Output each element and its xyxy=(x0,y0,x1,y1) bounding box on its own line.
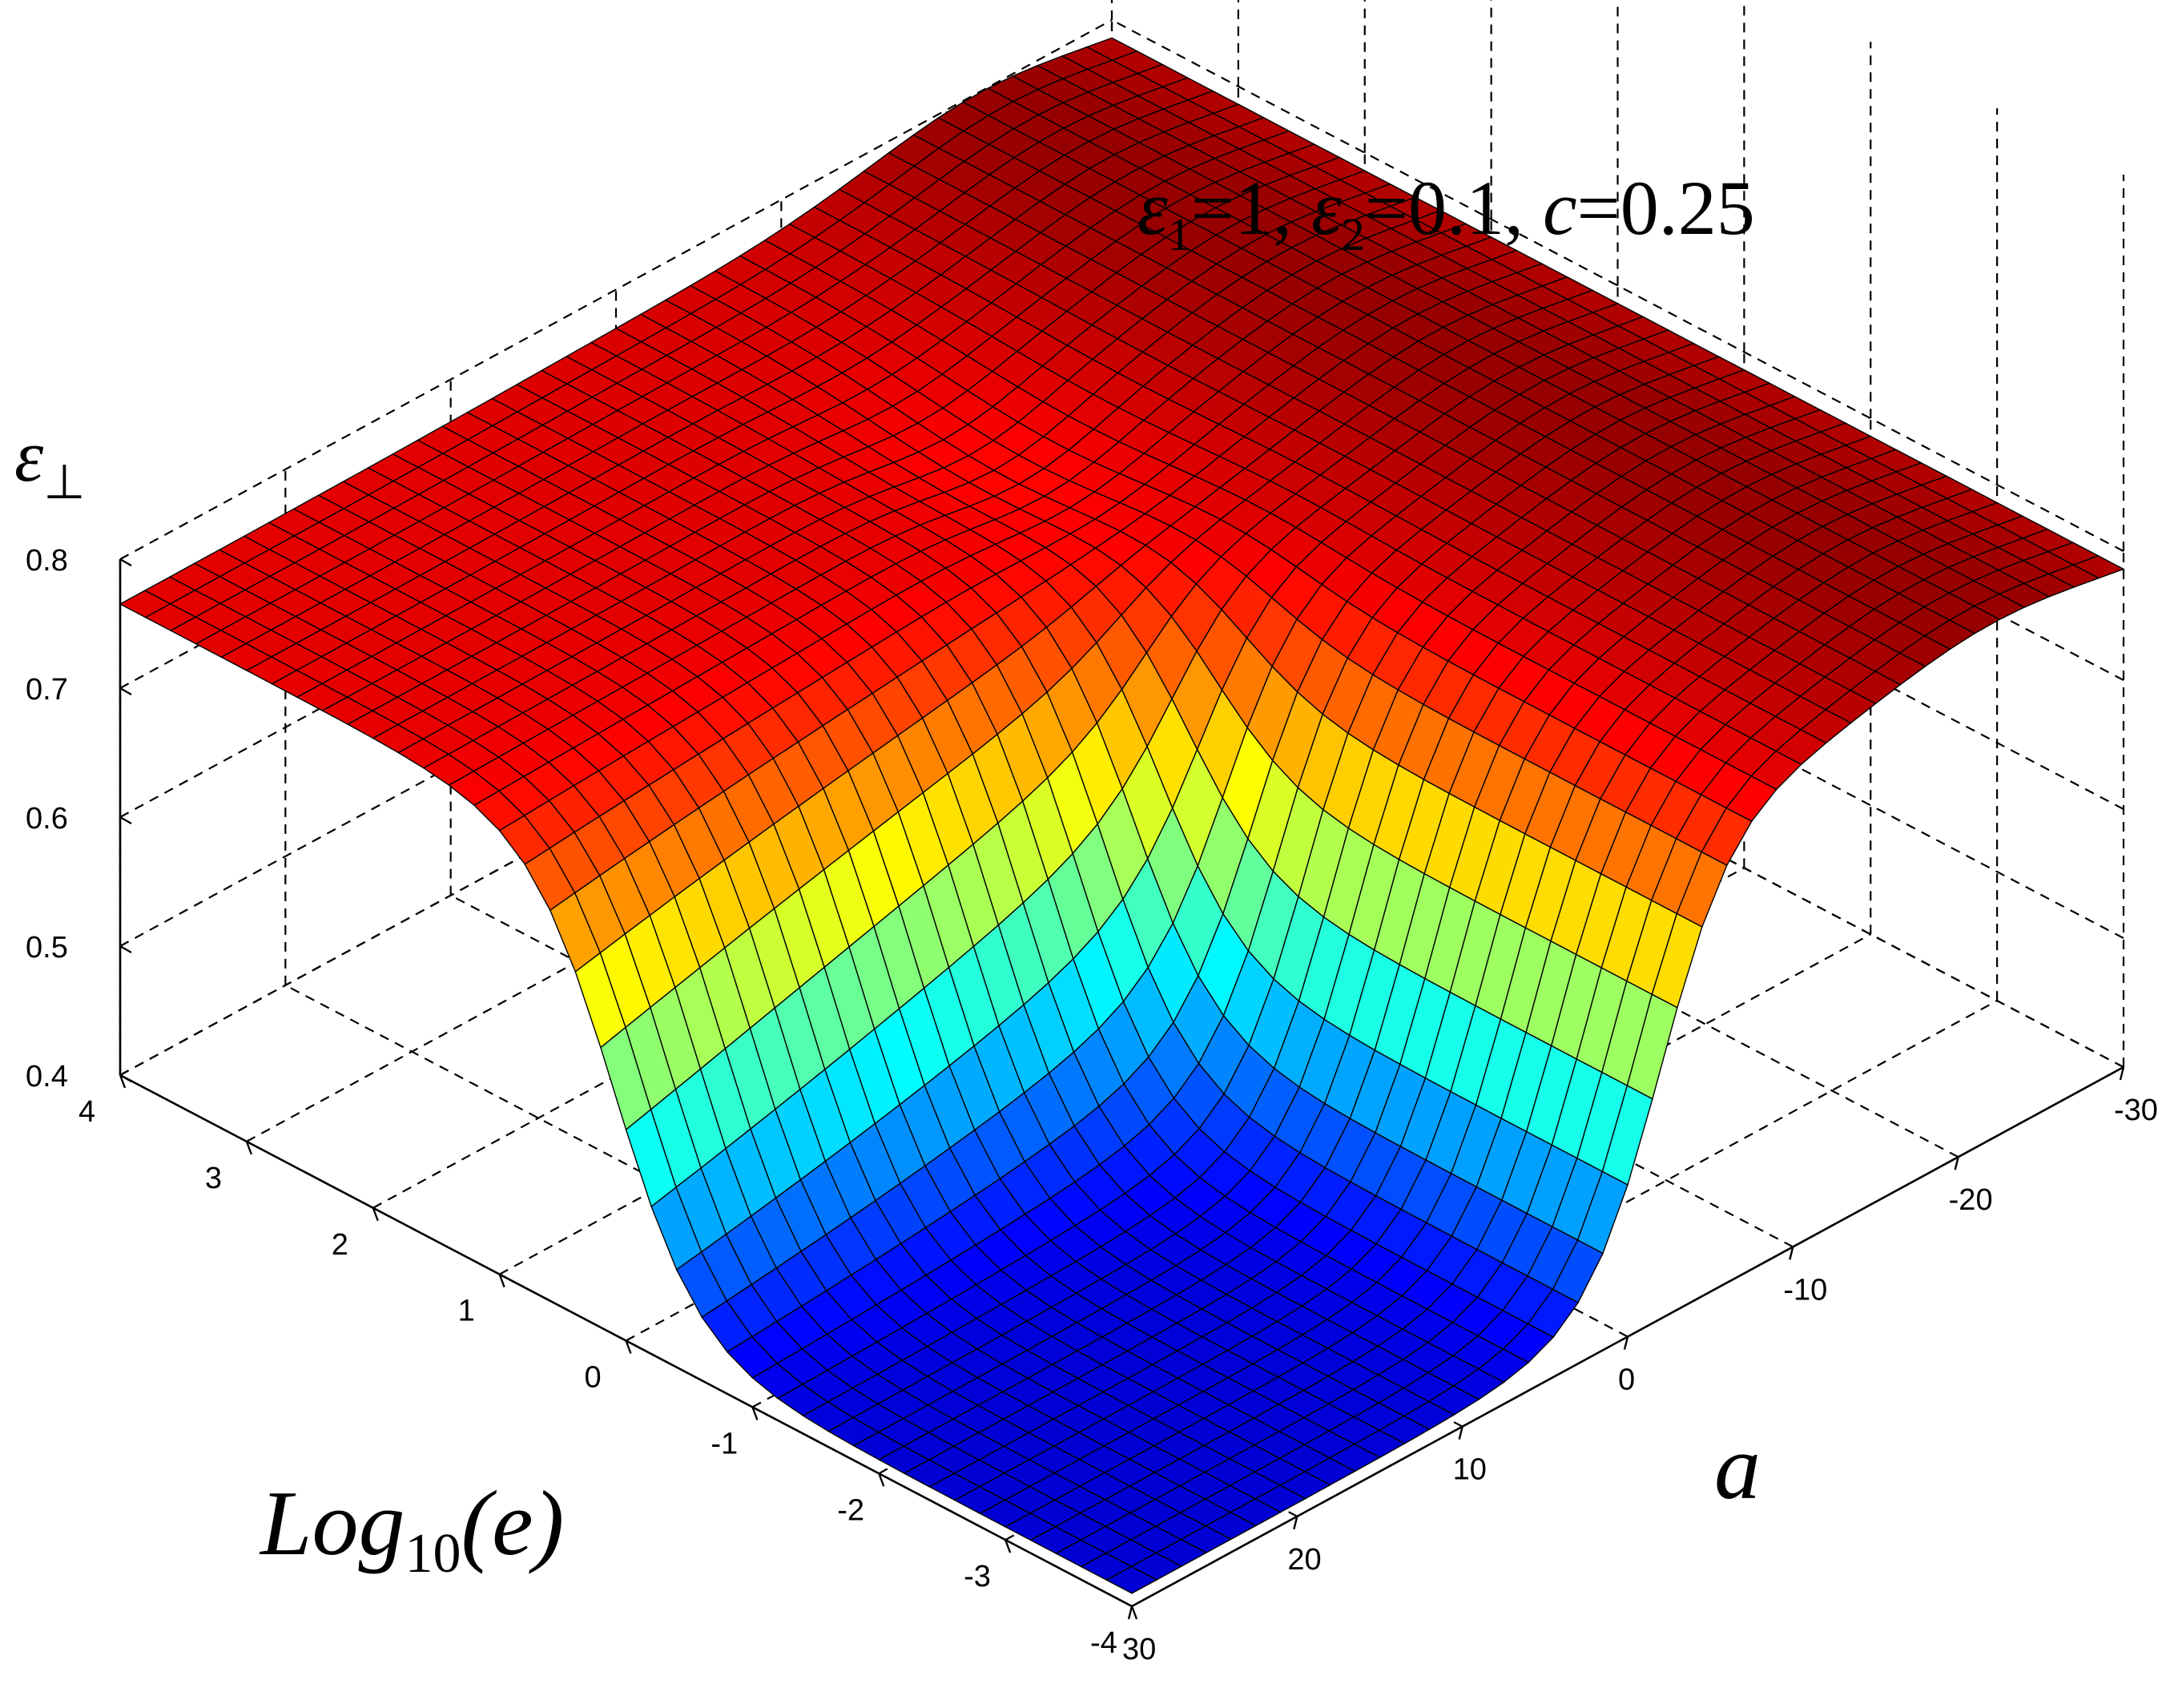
x-axis-label: Log10(e) xyxy=(259,1472,564,1585)
surface-patch xyxy=(1105,1565,1158,1594)
y-tick-mark xyxy=(1954,1156,1959,1170)
z-tick-label: 0.8 xyxy=(26,544,68,578)
x-tick-mark xyxy=(119,1074,127,1089)
z-tick-label: 0.4 xyxy=(26,1060,68,1094)
x-tick-label: -1 xyxy=(711,1427,738,1460)
z-tick-mark xyxy=(119,687,132,696)
z-tick-mark xyxy=(119,945,132,954)
wall-grid-line xyxy=(119,19,1113,560)
x-tick-mark xyxy=(1004,1539,1012,1553)
z-tick-mark xyxy=(119,558,132,567)
x-tick-label: -3 xyxy=(964,1560,991,1593)
x-tick-mark xyxy=(1130,1605,1138,1620)
wall-grid-line xyxy=(1111,277,2124,810)
wall-grid-line xyxy=(1111,406,2124,939)
x-tick-mark xyxy=(625,1340,632,1354)
x-tick-label: -2 xyxy=(837,1493,864,1527)
x-tick-mark xyxy=(498,1274,505,1288)
x-tick-label: 1 xyxy=(458,1295,475,1328)
y-tick-label: -30 xyxy=(2114,1094,2158,1127)
y-tick-mark xyxy=(1293,1516,1298,1530)
y-axis-label: a xyxy=(1714,1416,1761,1519)
x-tick-mark xyxy=(372,1207,379,1222)
x-tick-mark xyxy=(751,1406,759,1420)
y-tick-label: 20 xyxy=(1287,1543,1321,1577)
x-tick-mark xyxy=(878,1472,885,1487)
x-tick-label: -4 xyxy=(1090,1626,1117,1660)
y-tick-label: -20 xyxy=(1949,1183,1993,1217)
wall-grid-line xyxy=(1111,535,2124,1068)
z-tick-mark xyxy=(119,1074,132,1083)
y-tick-mark xyxy=(1789,1247,1794,1260)
y-tick-mark xyxy=(1458,1426,1463,1440)
wall-grid-line xyxy=(1111,19,2124,552)
y-tick-label: 10 xyxy=(1453,1453,1487,1487)
x-tick-label: 2 xyxy=(332,1228,348,1262)
y-tick-label: 0 xyxy=(1618,1364,1635,1397)
floor-grid-line xyxy=(946,625,1959,1158)
surface-mesh xyxy=(119,37,2125,1594)
y-tick-mark xyxy=(1623,1336,1629,1350)
y-tick-mark xyxy=(2119,1066,2125,1081)
z-tick-label: 0.5 xyxy=(26,931,68,965)
z-tick-mark xyxy=(119,816,132,825)
y-tick-label: 30 xyxy=(1122,1633,1156,1666)
chart-title: ε1=1, ε2=0.1, c=0.25 xyxy=(1137,165,1755,260)
y-tick-label: -10 xyxy=(1783,1273,1827,1307)
z-tick-label: 0.7 xyxy=(26,673,68,707)
z-axis-label: ε⊥ xyxy=(14,415,86,509)
z-tick-label: 0.6 xyxy=(26,802,68,836)
y-tick-mark xyxy=(1127,1605,1133,1620)
x-tick-mark xyxy=(245,1141,252,1155)
x-tick-label: 3 xyxy=(205,1162,222,1195)
x-tick-label: 4 xyxy=(79,1095,95,1129)
x-tick-label: 0 xyxy=(585,1361,602,1395)
